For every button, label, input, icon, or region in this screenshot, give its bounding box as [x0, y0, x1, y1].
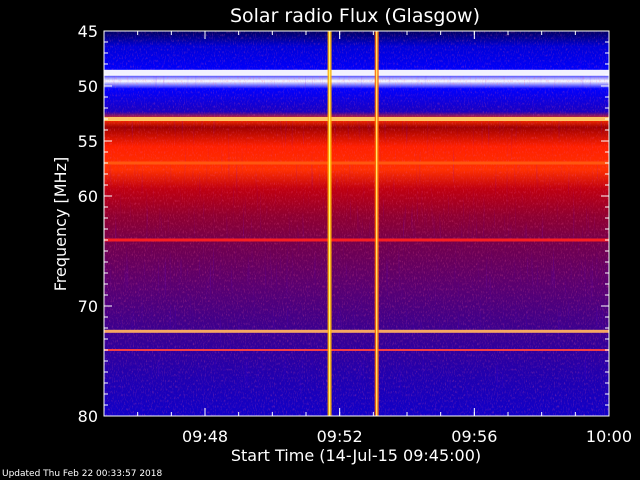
burst-line-core [328, 31, 331, 416]
footer-updated-text: Updated Thu Feb 22 00:33:57 2018 [2, 469, 163, 479]
y-axis: 45 50 55 60 70 80 [78, 22, 609, 426]
interference-band-line [104, 349, 609, 351]
y-axis-label: Frequency [MHz] [51, 157, 70, 291]
x-tick-label: 10:00 [586, 427, 632, 446]
y-tick-label: 80 [78, 407, 98, 426]
x-tick-label: 09:48 [182, 427, 228, 446]
y-tick-label: 60 [78, 187, 98, 206]
interference-band-line [104, 329, 609, 333]
chart-title: Solar radio Flux (Glasgow) [230, 5, 480, 27]
interference-band-line [104, 69, 609, 76]
interference-band-line [104, 238, 609, 242]
x-tick-label: 09:52 [317, 427, 363, 446]
spectrogram-speckle-texture [104, 31, 609, 416]
plot-area [104, 31, 609, 416]
interference-band-line [104, 161, 609, 165]
plot-frame [103, 30, 610, 417]
interference-band-line [104, 117, 609, 121]
x-tick-label: 09:56 [451, 427, 497, 446]
y-tick-label: 50 [78, 77, 98, 96]
burst-line-core [376, 31, 378, 416]
x-axis: 09:48 09:52 09:56 10:00 [103, 31, 632, 446]
y-tick-label: 55 [78, 132, 98, 151]
y-tick-label: 70 [78, 297, 98, 316]
y-tick-label: 45 [78, 22, 98, 41]
x-axis-label: Start Time (14-Jul-15 09:45:00) [231, 446, 481, 465]
